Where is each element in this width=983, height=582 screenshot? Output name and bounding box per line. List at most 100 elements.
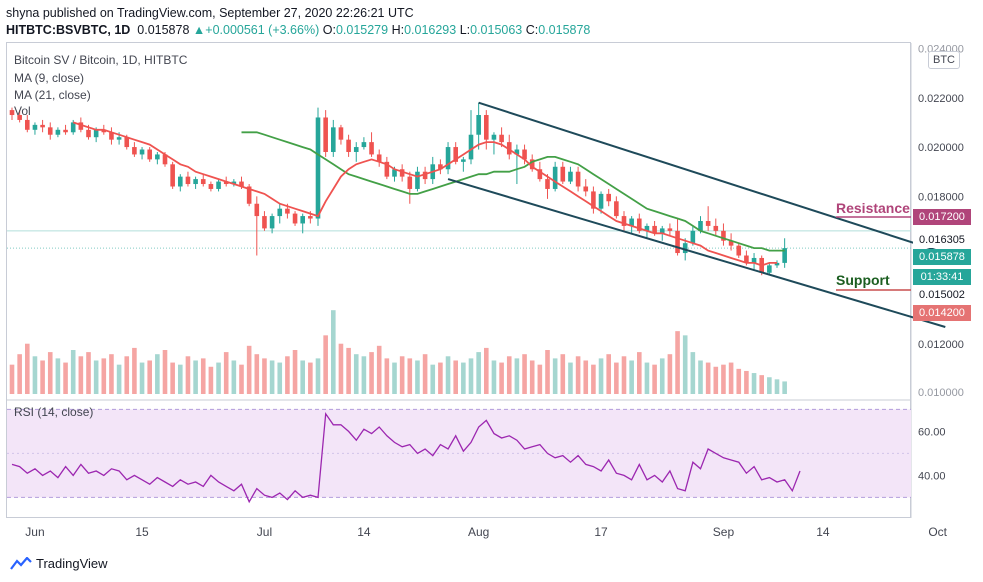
candle-body	[721, 230, 726, 241]
volume-bar	[178, 364, 183, 394]
candle-body	[774, 262, 780, 266]
candle-body	[476, 115, 481, 135]
candle-body	[552, 166, 558, 189]
date-axis-label: 17	[594, 525, 608, 539]
candle-body	[438, 164, 443, 170]
volume-bar	[744, 370, 749, 394]
candle-body	[614, 201, 619, 217]
candle-body	[767, 265, 772, 273]
volume-bar	[300, 360, 305, 394]
volume-bar	[545, 350, 550, 394]
volume-bar	[575, 356, 581, 394]
candle-body	[782, 248, 787, 263]
volume-bar	[415, 360, 420, 394]
high-price-label: 0.016305	[913, 232, 971, 248]
candle-body	[147, 149, 152, 160]
volume-bar	[231, 360, 237, 394]
candle-body	[422, 171, 428, 180]
ma9-legend[interactable]: MA (9, close)	[14, 71, 85, 85]
volume-bar	[338, 343, 344, 394]
candle-body	[32, 124, 38, 130]
volume-bar	[47, 352, 53, 394]
high-value: 0.016293	[404, 23, 457, 37]
volume-bar	[17, 354, 22, 394]
volume-bar	[353, 354, 359, 394]
candle-body	[231, 181, 237, 185]
ma21-legend[interactable]: MA (21, close)	[14, 88, 91, 102]
volume-bar	[277, 362, 283, 394]
volume-bar	[155, 354, 160, 394]
price-axis-tick-label: 0.022000	[918, 93, 964, 105]
channel-lower-line	[447, 178, 946, 328]
candle-body	[93, 129, 99, 138]
volume-bar	[552, 358, 558, 394]
candle-body	[246, 186, 252, 204]
volume-bar	[216, 362, 221, 394]
price-axis-tick-label: 0.012000	[918, 339, 964, 351]
volume-bar	[269, 360, 275, 394]
volume-bar	[63, 362, 68, 394]
tradingview-logo[interactable]: TradingView	[10, 556, 108, 571]
candle-body	[178, 176, 183, 187]
candle-body	[155, 154, 160, 160]
volume-bar	[407, 358, 413, 394]
candle-body	[109, 132, 114, 140]
candle-body	[361, 142, 367, 148]
candle-body	[25, 119, 30, 130]
volume-bar	[40, 360, 45, 394]
volume-bar	[667, 354, 673, 394]
volume-bar	[461, 362, 466, 394]
volume-bar	[445, 356, 451, 394]
volume-bar	[598, 358, 604, 394]
candle-body	[583, 186, 589, 192]
candle-body	[453, 147, 458, 162]
candle-body	[47, 127, 53, 135]
candle-body	[70, 122, 76, 133]
candle-body	[353, 147, 359, 152]
volume-bar	[101, 358, 107, 394]
volume-bar	[438, 362, 443, 394]
currency-tag[interactable]: BTC	[928, 51, 960, 69]
rsi-legend[interactable]: RSI (14, close)	[14, 405, 94, 419]
vol-legend[interactable]: Vol	[14, 104, 31, 118]
volume-bar	[9, 364, 15, 394]
volume-bar	[109, 354, 114, 394]
volume-bar	[86, 352, 91, 394]
candle-body	[101, 129, 107, 133]
countdown-label: 01:33:41	[913, 269, 971, 285]
date-axis-label: Jul	[257, 525, 272, 539]
volume-bar	[392, 362, 397, 394]
volume-bar	[774, 379, 780, 394]
candle-body	[223, 181, 229, 185]
volume-bar	[698, 360, 703, 394]
date-axis-label: 14	[357, 525, 371, 539]
tradingview-brand: TradingView	[36, 556, 108, 571]
volume-bar	[506, 356, 512, 394]
volume-bar	[453, 360, 458, 394]
volume-bar	[705, 362, 711, 394]
candle-body	[598, 193, 604, 209]
volume-bar	[285, 356, 290, 394]
volume-bar	[254, 354, 260, 394]
volume-bar	[606, 354, 611, 394]
candle-body	[698, 221, 703, 231]
price-axis-tick-label: 0.010000	[918, 387, 964, 399]
volume-bar	[468, 358, 474, 394]
volume-bar	[162, 350, 168, 394]
volume-bar	[223, 352, 229, 394]
open-label: O:	[322, 23, 336, 37]
volume-bar	[262, 358, 267, 394]
candle-body	[529, 159, 535, 170]
volume-bar	[331, 310, 336, 394]
volume-bar	[522, 354, 527, 394]
candle-body	[537, 169, 543, 180]
candle-body	[300, 216, 305, 224]
rsi-axis-tick-label: 60.00	[918, 426, 946, 438]
last-price: 0.015878	[137, 23, 190, 37]
volume-bar	[621, 356, 627, 394]
candle-body	[376, 154, 382, 162]
candle-body	[652, 225, 657, 234]
low-value: 0.015063	[470, 23, 523, 37]
support-annotation: Support	[836, 272, 890, 288]
